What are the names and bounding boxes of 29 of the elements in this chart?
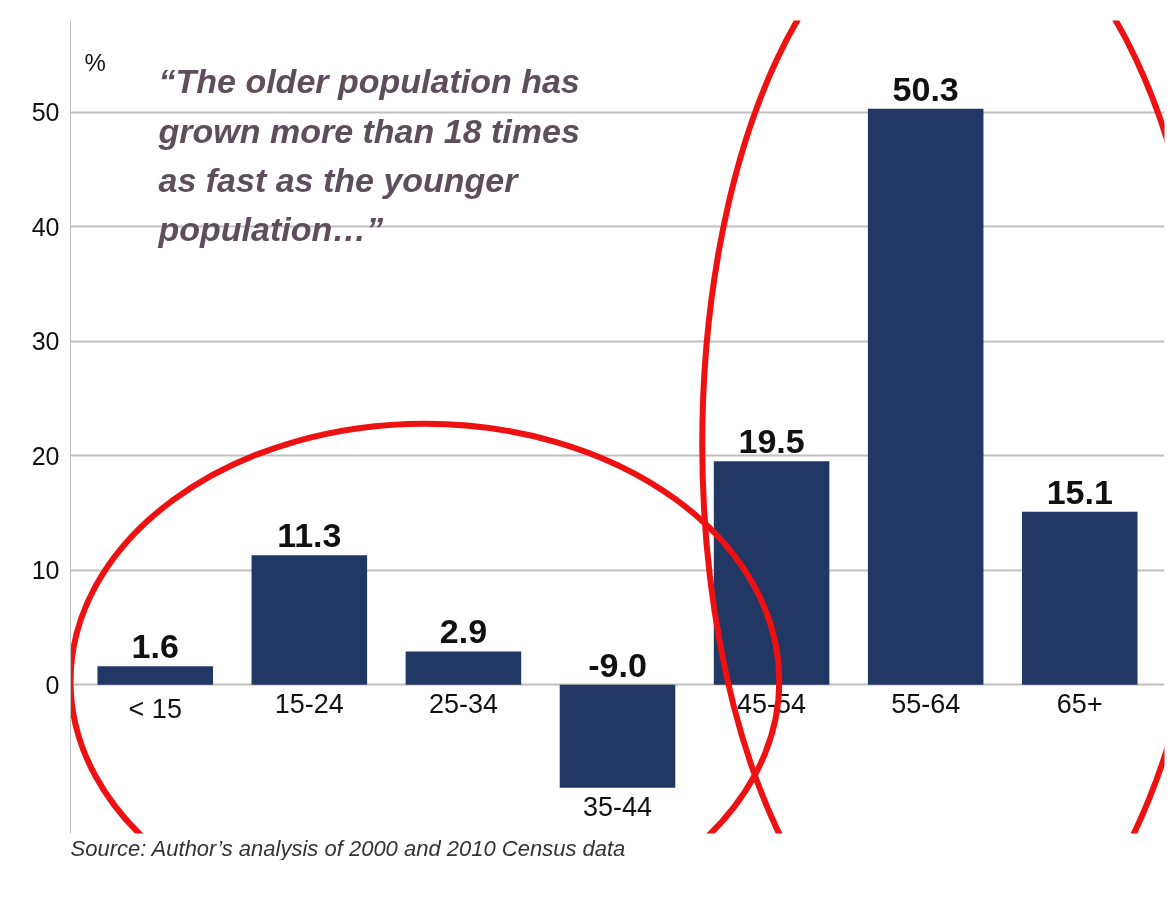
x-tick-label: 65+ bbox=[1056, 689, 1103, 720]
x-tick-label: 35-44 bbox=[582, 792, 653, 823]
data-label: 11.3 bbox=[277, 516, 342, 555]
bar bbox=[97, 666, 214, 685]
data-label: 2.9 bbox=[439, 612, 488, 651]
bar bbox=[251, 555, 368, 685]
bar bbox=[713, 461, 830, 685]
data-label: 1.6 bbox=[131, 627, 179, 666]
data-label: 15.1 bbox=[1046, 472, 1113, 511]
bar bbox=[559, 684, 676, 788]
y-tick-label: 0 bbox=[45, 670, 60, 699]
y-tick-label: 10 bbox=[31, 556, 60, 585]
bar bbox=[867, 108, 984, 685]
source-note: Source: Author’s analysis of 2000 and 2010 Census data bbox=[70, 835, 626, 861]
data-label: 50.3 bbox=[892, 69, 959, 108]
y-tick-label: 20 bbox=[31, 441, 60, 470]
x-tick-label: < 15 bbox=[128, 694, 182, 725]
annotation: “The older population has grown more than 18 times as fast as the younger population…” bbox=[157, 62, 580, 249]
x-tick-label: 55-64 bbox=[891, 689, 961, 720]
y-tick-label: 30 bbox=[31, 327, 60, 356]
data-label: -9.0 bbox=[588, 645, 647, 684]
y-axis-title: % bbox=[84, 48, 106, 76]
x-tick-label: 25-34 bbox=[428, 689, 498, 720]
y-tick-label: 40 bbox=[31, 212, 60, 241]
y-tick-label: 50 bbox=[31, 98, 60, 127]
data-label: 19.5 bbox=[738, 422, 805, 461]
bar bbox=[405, 651, 522, 685]
x-tick-label: 15-24 bbox=[274, 689, 344, 720]
bar bbox=[1021, 511, 1138, 685]
